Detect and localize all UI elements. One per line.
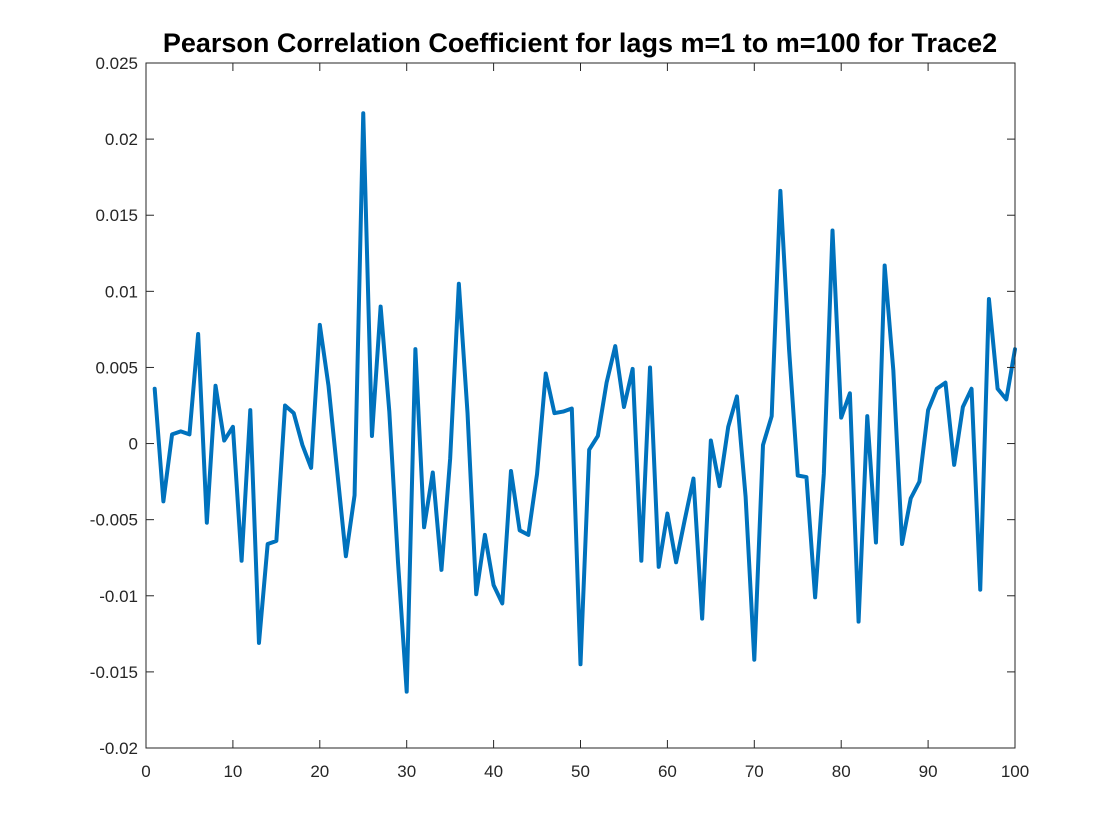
series-layer xyxy=(152,111,1017,694)
y-tick-label: 0.01 xyxy=(105,282,138,301)
y-ticks: -0.02 -0.015 -0.01 -0.005 0 0.005 0.01 0.015 0.0… xyxy=(90,54,1015,758)
x-tick-label: 60 xyxy=(658,762,677,781)
x-ticks: 0 10 20 30 40 50 60 70 80 90 100 xyxy=(141,63,1029,781)
y-tick-label: 0.015 xyxy=(95,206,138,225)
y-tick-label: 0.025 xyxy=(95,54,138,73)
series-line-0 xyxy=(152,111,1017,694)
x-tick-label: 100 xyxy=(1001,762,1029,781)
x-tick-label: 40 xyxy=(484,762,503,781)
y-tick-label: 0.005 xyxy=(95,358,138,377)
x-tick-label: 80 xyxy=(832,762,851,781)
y-tick-label: 0 xyxy=(129,435,138,454)
x-tick-label: 50 xyxy=(571,762,590,781)
y-tick-label: 0.02 xyxy=(105,130,138,149)
x-tick-label: 90 xyxy=(919,762,938,781)
x-tick-label: 30 xyxy=(397,762,416,781)
x-tick-label: 20 xyxy=(310,762,329,781)
y-tick-label: -0.005 xyxy=(90,511,138,530)
x-tick-label: 70 xyxy=(745,762,764,781)
y-tick-label: -0.01 xyxy=(99,587,138,606)
x-tick-label: 10 xyxy=(223,762,242,781)
x-tick-label: 0 xyxy=(141,762,150,781)
chart-title: Pearson Correlation Coefficient for lags… xyxy=(163,28,997,58)
y-tick-label: -0.015 xyxy=(90,663,138,682)
y-tick-label: -0.02 xyxy=(99,739,138,758)
